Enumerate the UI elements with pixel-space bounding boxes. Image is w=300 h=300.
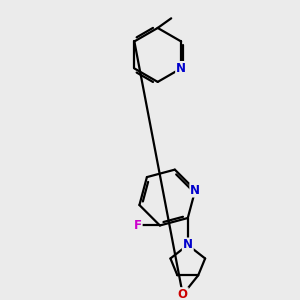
Text: O: O xyxy=(178,288,188,300)
Text: N: N xyxy=(190,184,200,196)
Text: N: N xyxy=(183,238,193,251)
Text: F: F xyxy=(134,219,142,232)
Text: N: N xyxy=(176,62,186,75)
